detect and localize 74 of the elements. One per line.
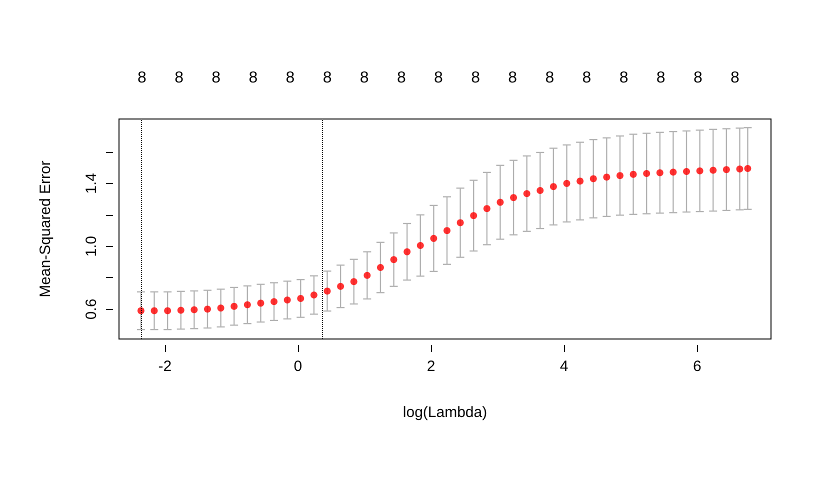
point [270,298,278,306]
text: 8 [508,70,518,86]
text: 8 [434,70,444,86]
point [284,296,291,304]
point [496,198,504,206]
point [456,219,464,226]
point [710,166,717,174]
x-axis-title: log(Lambda) [402,404,488,421]
point [297,294,304,302]
text: 8 [693,70,702,86]
point [350,278,358,286]
point [430,234,438,242]
point [483,205,490,212]
point [630,170,637,178]
point [563,180,570,187]
y-tick-label: 1.0 [83,236,100,257]
text: 8 [174,70,184,86]
point [603,174,610,181]
text: 8 [730,70,740,86]
point [376,264,384,271]
point [536,187,544,194]
point [550,183,557,190]
text: 8 [248,70,258,86]
point [337,282,344,290]
point [444,227,450,234]
point [683,168,690,175]
point [744,165,752,172]
text: 8 [396,70,406,86]
x-tick-label: 2 [426,358,436,375]
point [590,175,597,182]
point [416,242,424,249]
point [576,178,584,185]
point [324,288,331,295]
text: 8 [619,70,628,86]
point [177,306,184,314]
text: 8 [212,70,221,86]
text: 8 [545,70,554,86]
point [616,172,624,180]
point [204,306,211,313]
text: 8 [582,70,592,86]
point [217,304,224,312]
point [230,302,238,310]
x-tick-label: -2 [158,358,172,375]
point [736,165,744,172]
text: 8 [286,70,295,86]
point [137,307,144,314]
y-tick-label: 0.6 [83,298,100,320]
text: 8 [360,70,369,86]
y-axis-title: Mean-Squared Error [37,160,54,298]
point [150,307,158,314]
text: 8 [471,70,480,86]
text: 8 [656,70,666,86]
point [722,166,730,174]
x-tick-label: 6 [692,358,702,375]
y-tick-label: 1.4 [83,173,100,194]
point [364,272,371,279]
point [656,169,664,176]
point [696,167,704,174]
point [190,306,198,314]
point [390,256,398,264]
point [470,212,478,220]
point [510,194,518,202]
x-tick-label: 4 [560,358,568,375]
point [257,300,264,307]
point [670,168,677,176]
point [404,248,411,256]
point [310,292,318,298]
point [643,170,650,178]
point [164,307,172,314]
text: 8 [322,70,332,86]
point [523,190,530,198]
point [244,301,251,308]
x-tick-label: 0 [294,358,302,375]
text: 8 [138,70,147,86]
